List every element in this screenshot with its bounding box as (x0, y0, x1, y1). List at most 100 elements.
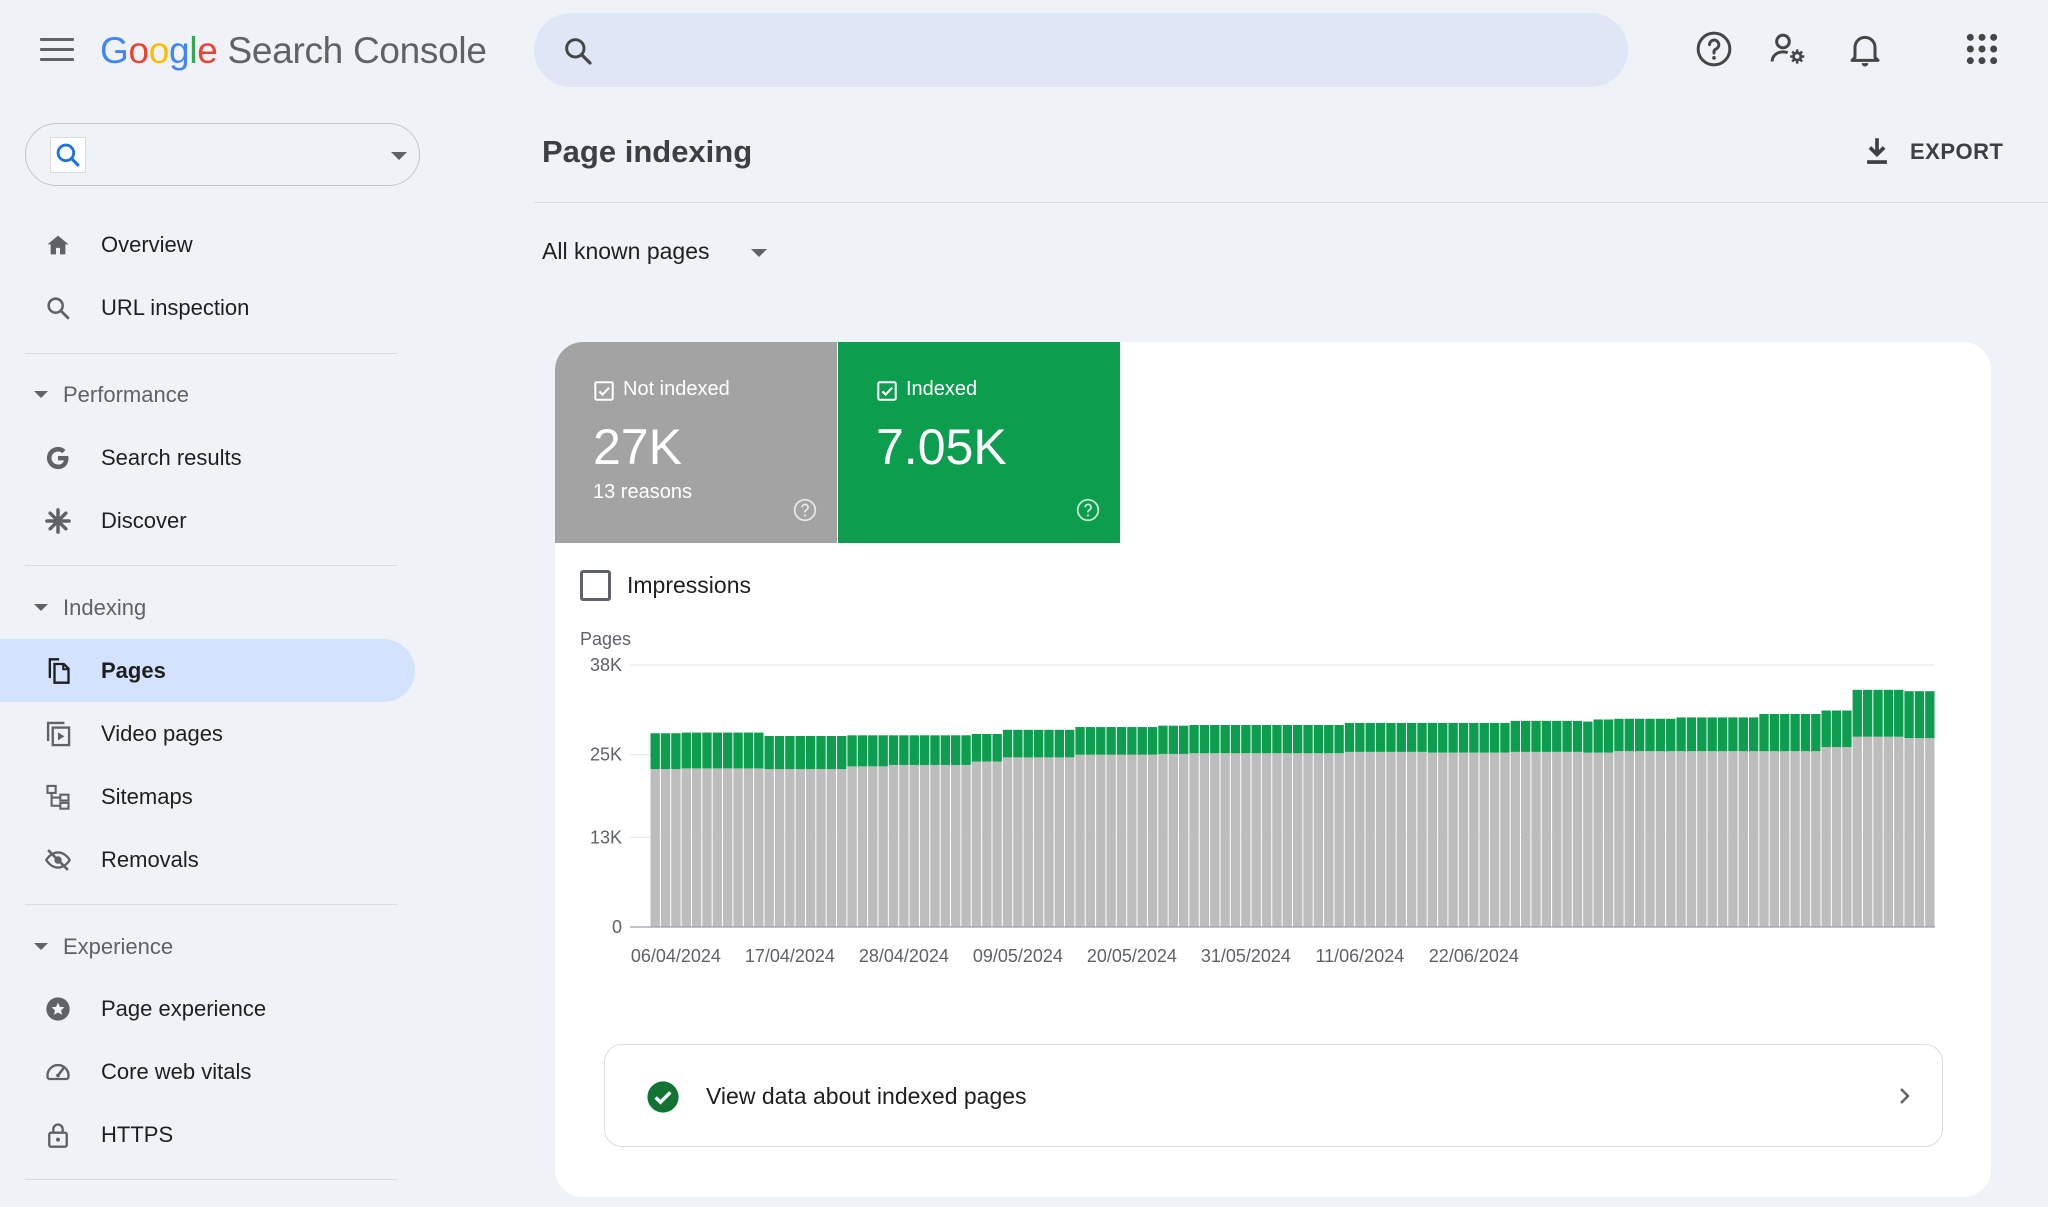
section-performance[interactable]: Performance (0, 370, 415, 420)
nav-core-web-vitals[interactable]: Core web vitals (0, 1040, 415, 1103)
impressions-checkbox[interactable] (580, 570, 611, 601)
bar-not-indexed (1230, 753, 1241, 927)
nav-url-inspection[interactable]: URL inspection (0, 276, 415, 339)
bar-not-indexed (1199, 753, 1210, 927)
bar-not-indexed (1168, 753, 1179, 927)
nav-page-experience[interactable]: Page experience (0, 977, 415, 1040)
bar-indexed (743, 732, 754, 769)
search-input[interactable] (614, 29, 1594, 71)
property-selector[interactable] (25, 123, 420, 186)
product-name: Search Console (227, 30, 487, 71)
bar-indexed (1500, 722, 1510, 753)
not-indexed-label: Not indexed (623, 378, 730, 400)
top-search-bar[interactable] (534, 13, 1628, 87)
bar-indexed (774, 736, 785, 770)
bar-indexed (1479, 722, 1489, 753)
bar-not-indexed (992, 761, 1002, 927)
bar-indexed (1821, 710, 1831, 748)
bar-indexed (660, 733, 671, 770)
bar-indexed (1738, 717, 1748, 752)
bar-not-indexed (1282, 753, 1292, 927)
nav-removals[interactable]: Removals (0, 828, 415, 891)
pages-filter-dropdown[interactable]: All known pages (542, 238, 767, 272)
menu-icon (40, 38, 74, 41)
bar-not-indexed (1821, 747, 1831, 927)
bar-indexed (1873, 689, 1883, 737)
nav-pages-label: Pages (101, 658, 166, 683)
x-tick-label: 06/04/2024 (631, 946, 721, 966)
bar-indexed (1748, 717, 1759, 752)
nav-video-pages[interactable]: Video pages (0, 702, 415, 765)
bar-not-indexed (1852, 736, 1862, 927)
nav-overview-label: Overview (101, 232, 193, 257)
bar-not-indexed (1375, 751, 1386, 927)
nav-https[interactable]: HTTPS (0, 1103, 415, 1166)
bar-indexed (1686, 717, 1697, 752)
bar-not-indexed (1831, 747, 1842, 927)
bar-indexed (1344, 722, 1355, 752)
apps-grid-icon[interactable] (1962, 29, 2002, 69)
home-icon (47, 235, 69, 255)
collapse-triangle-icon (34, 391, 48, 398)
bar-not-indexed (1013, 757, 1023, 927)
bar-indexed (1096, 727, 1106, 755)
bar-indexed (1220, 724, 1230, 754)
bar-not-indexed (681, 768, 691, 927)
help-icon[interactable] (792, 497, 818, 523)
indexed-tile[interactable]: Indexed 7.05K (838, 342, 1120, 543)
bar-not-indexed (723, 768, 733, 927)
bar-not-indexed (1137, 754, 1147, 927)
not-indexed-tile[interactable]: Not indexed 27K 13 reasons (555, 342, 837, 543)
bar-not-indexed (1127, 754, 1137, 927)
nav-pages[interactable]: Pages (0, 639, 415, 702)
section-indexing[interactable]: Indexing (0, 583, 415, 633)
bar-indexed (671, 733, 681, 770)
bar-not-indexed (1002, 757, 1013, 927)
bar-not-indexed (1313, 753, 1324, 927)
bar-not-indexed (1645, 751, 1655, 927)
bar-indexed (723, 732, 733, 769)
section-indexing-label: Indexing (63, 595, 147, 620)
bell-icon[interactable] (1845, 29, 1885, 69)
bar-not-indexed (1603, 752, 1614, 927)
bar-indexed (1396, 722, 1406, 752)
menu-button[interactable] (40, 38, 74, 64)
speedometer-icon (46, 1063, 70, 1081)
bar-not-indexed (1883, 736, 1894, 927)
bar-not-indexed (1261, 753, 1272, 927)
manage-users-icon[interactable] (1768, 29, 1808, 69)
bar-indexed (919, 735, 930, 765)
nav-sitemaps[interactable]: Sitemaps (0, 765, 415, 828)
bar-indexed (1013, 729, 1023, 758)
bar-indexed (805, 736, 816, 770)
bar-not-indexed (743, 768, 754, 927)
nav-page-experience-label: Page experience (101, 996, 267, 1021)
bar-not-indexed (1033, 757, 1044, 927)
nav-https-label: HTTPS (101, 1122, 174, 1147)
nav-search-results[interactable]: Search results (0, 426, 415, 489)
header-divider (534, 202, 2048, 203)
bar-not-indexed (1728, 751, 1738, 927)
bar-not-indexed (1293, 753, 1303, 927)
bar-not-indexed (1458, 752, 1469, 927)
view-data-label: View data about indexed pages (706, 1083, 1027, 1109)
indexing-chart: Pages 0 13K 25K 38K 06/04/2024 17/04/2024 28/04… (580, 632, 1935, 966)
help-icon[interactable] (1075, 497, 1101, 523)
bar-not-indexed (1272, 753, 1282, 927)
nav-overview[interactable]: Overview (0, 213, 415, 276)
app-logo[interactable]: Google Search Console (100, 30, 487, 72)
bar-indexed (1355, 722, 1365, 752)
view-indexed-data-row[interactable]: View data about indexed pages (604, 1044, 1943, 1147)
bar-not-indexed (1562, 751, 1572, 927)
x-tick-label: 20/05/2024 (1087, 946, 1177, 966)
help-icon[interactable] (1694, 29, 1734, 69)
section-experience[interactable]: Experience (0, 922, 415, 972)
bar-indexed (1023, 729, 1033, 758)
bar-indexed (1179, 725, 1189, 754)
nav-removals-label: Removals (101, 847, 199, 872)
google-wordmark: Google (100, 30, 218, 71)
nav-discover[interactable]: Discover (0, 489, 415, 552)
bar-indexed (1769, 713, 1780, 752)
bar-indexed (1002, 729, 1013, 758)
bar-not-indexed (1448, 752, 1458, 927)
